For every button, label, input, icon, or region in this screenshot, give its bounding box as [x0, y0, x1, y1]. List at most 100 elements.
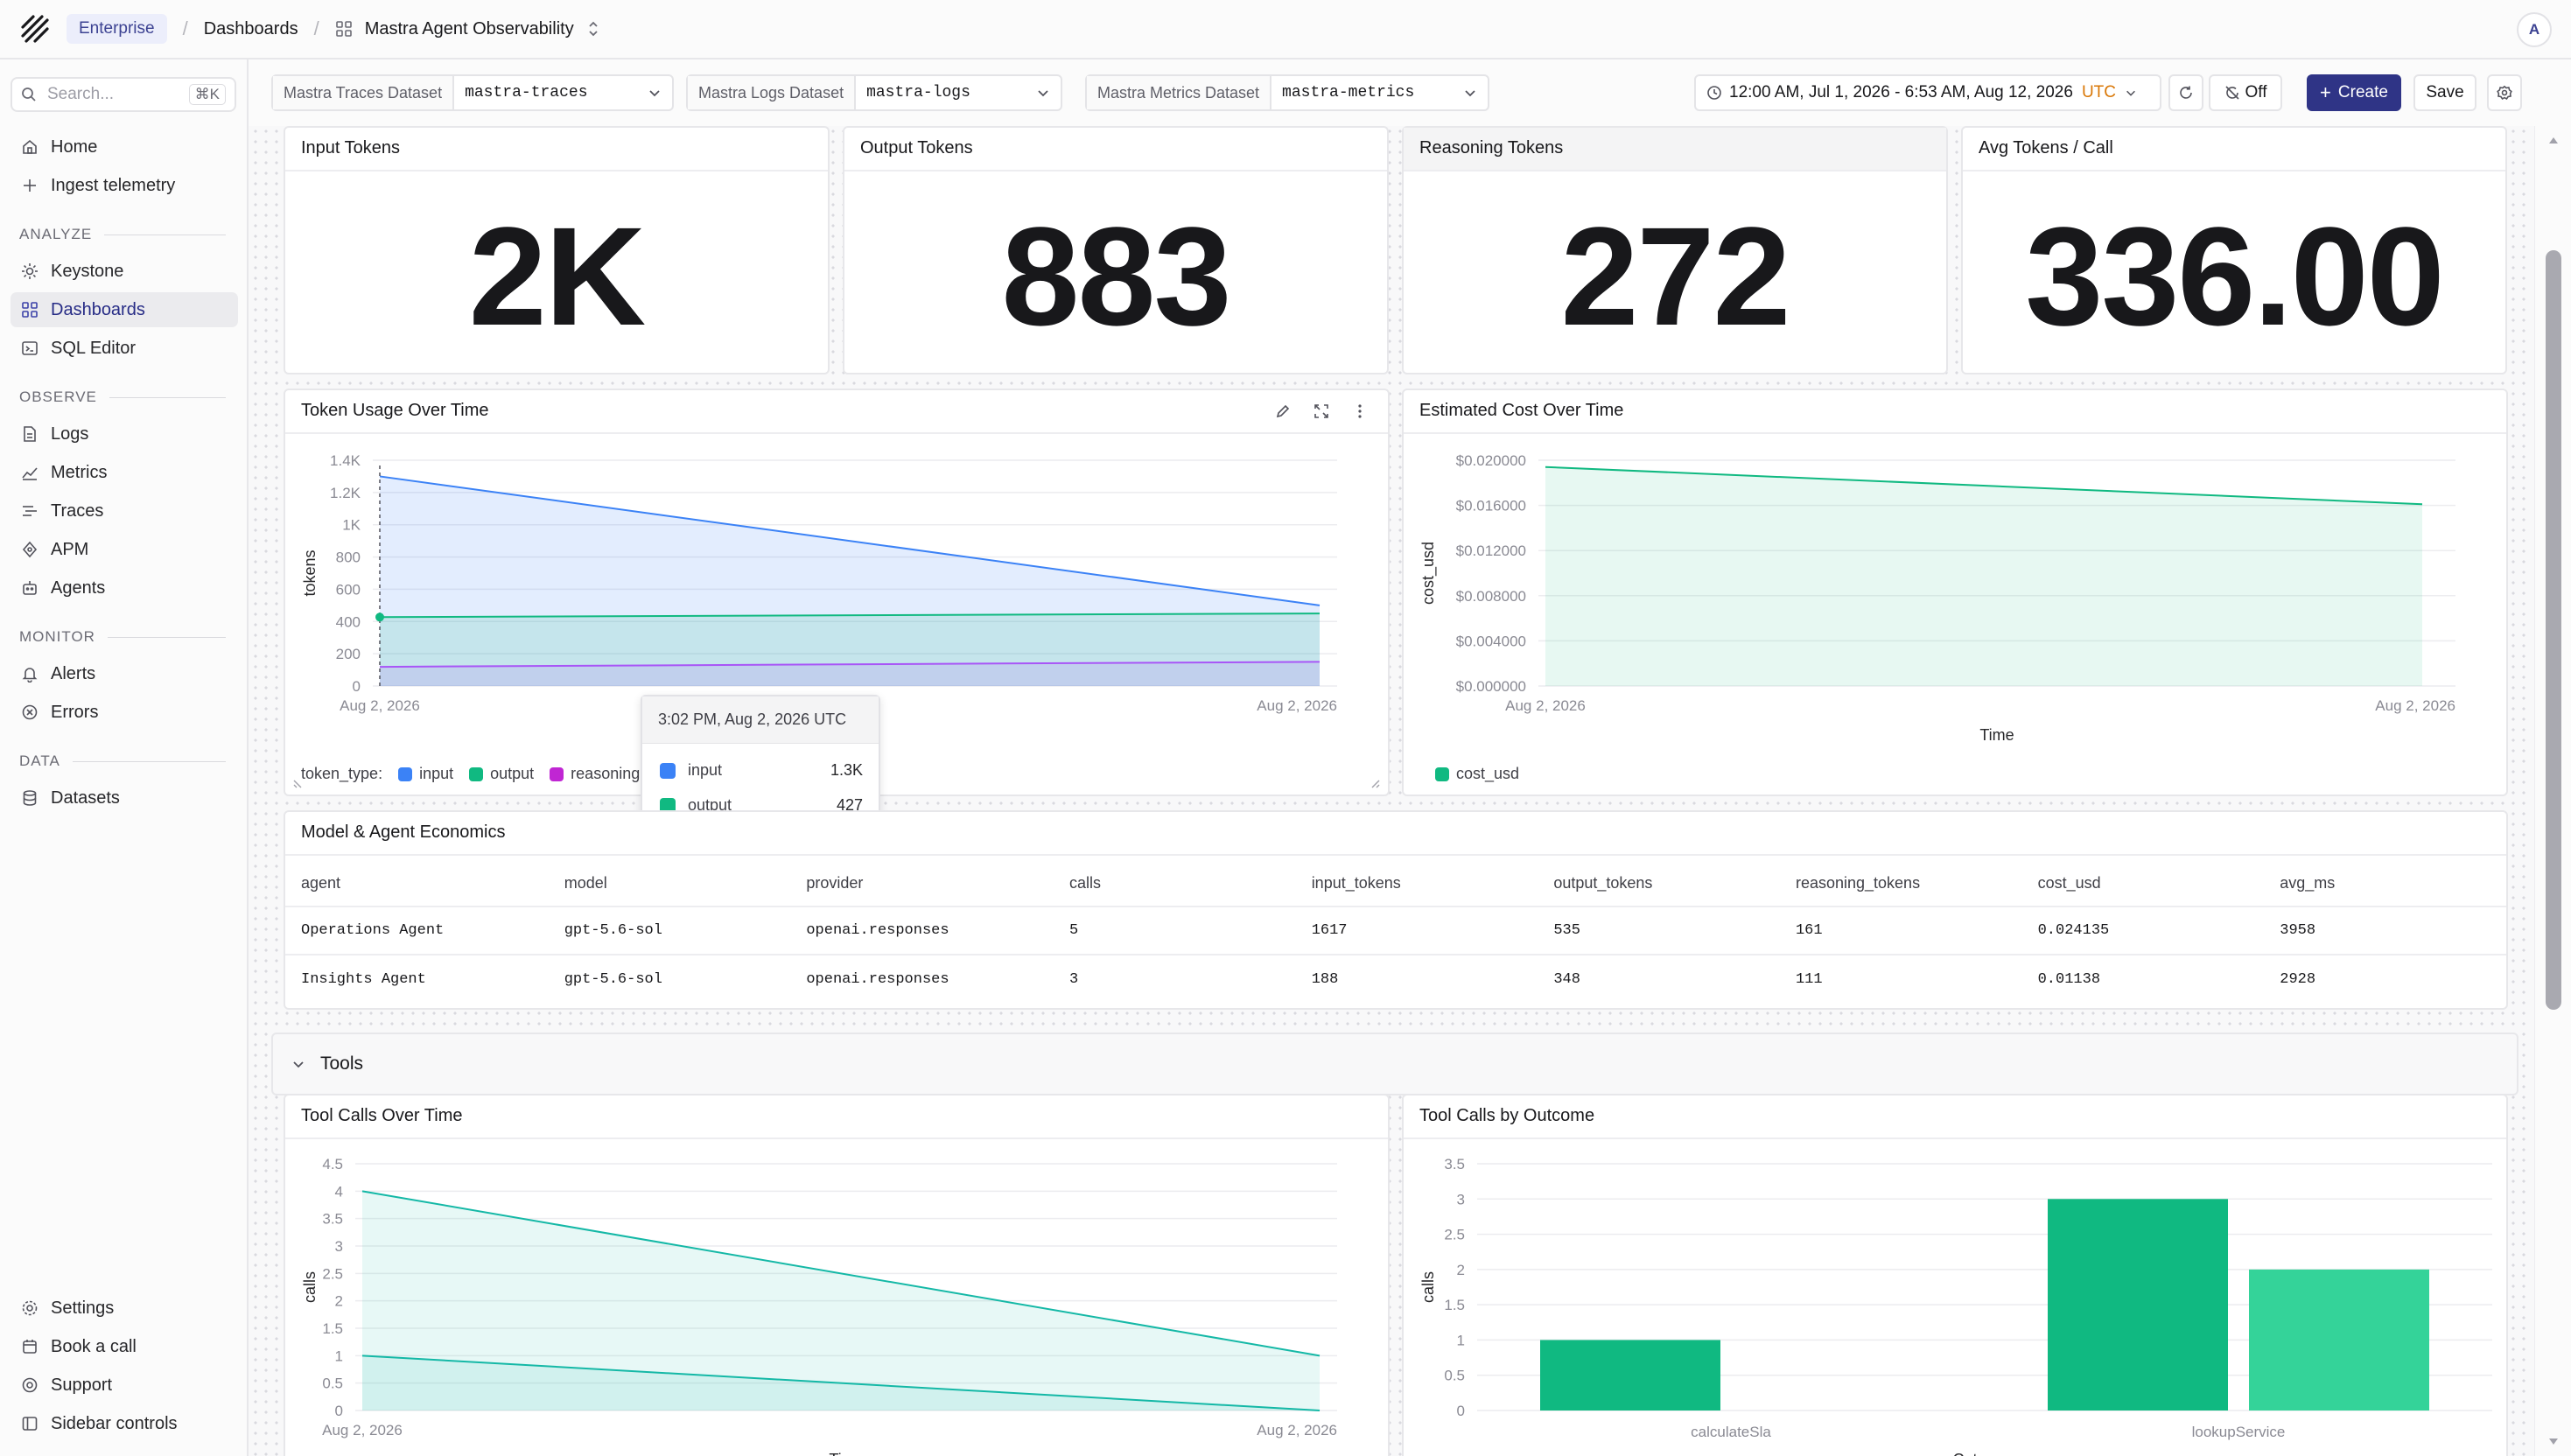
section-data: DATA: [19, 752, 226, 770]
sidebar-item-settings[interactable]: Settings: [11, 1291, 238, 1326]
scroll-down-icon[interactable]: [2546, 1433, 2561, 1449]
column-header-input-tokens[interactable]: input_tokens: [1295, 861, 1538, 907]
y-tick-label: $0.004000: [1456, 633, 1526, 649]
logs-dataset-select[interactable]: Mastra Logs Dataset mastra-logs: [686, 74, 1062, 111]
scrollbar[interactable]: [2534, 126, 2571, 1456]
stat-card-reasoning-tokens[interactable]: Reasoning Tokens 272: [1402, 126, 1948, 374]
sidebar-item-dashboards[interactable]: Dashboards: [11, 292, 238, 327]
legend-item-cost-usd[interactable]: cost_usd: [1456, 765, 1520, 782]
breadcrumb-dashboards[interactable]: Dashboards: [203, 18, 298, 38]
cell-cost-usd: 0.024135: [2021, 906, 2265, 956]
column-header-output-tokens[interactable]: output_tokens: [1538, 861, 1780, 907]
sidebar-item-ingest-telemetry[interactable]: Ingest telemetry: [11, 168, 238, 203]
legend-item-input[interactable]: input: [419, 765, 454, 782]
token-usage-chart-card[interactable]: Token Usage Over Time 0 200 400 600 800 1K 1.2…: [284, 388, 1390, 796]
metrics-dataset-select[interactable]: Mastra Metrics Dataset mastra-metrics: [1085, 74, 1489, 111]
card-header: [285, 1096, 1388, 1139]
scroll-up-icon[interactable]: [2546, 133, 2561, 149]
legend-item-output[interactable]: output: [490, 765, 535, 782]
sidebar-item-keystone[interactable]: Keystone: [11, 254, 238, 289]
column-header-cost-usd[interactable]: cost_usd: [2021, 861, 2265, 907]
sidebar-item-label: Book a call: [51, 1336, 137, 1356]
sidebar-item-traces[interactable]: Traces: [11, 494, 238, 528]
time-range-picker[interactable]: 12:00 AM, Jul 1, 2026 - 6:53 AM, Aug 12,…: [1694, 74, 2161, 111]
column-header-agent[interactable]: agent: [285, 861, 549, 907]
sidebar-item-label: Logs: [51, 424, 89, 444]
tool-outcome-chart[interactable]: 0 0.5 1 1.5 2 2.5 3 3.5 calls Category calculateSl…: [1404, 1139, 2506, 1456]
sidebar-item-book-a-call[interactable]: Book a call: [11, 1329, 238, 1364]
economics-table-card[interactable]: Model & Agent Economics agent model provid…: [284, 810, 2508, 1010]
cell-model: gpt-5.6-sol: [548, 906, 791, 956]
sidebar-item-label: Alerts: [51, 663, 96, 683]
series-line: [361, 1354, 1321, 1411]
auto-refresh-label: Off: [2245, 83, 2267, 102]
sidebar-item-metrics[interactable]: Metrics: [11, 455, 238, 490]
column-header-avg-ms[interactable]: avg_ms: [2264, 861, 2506, 907]
pencil-icon[interactable]: [1274, 402, 1292, 420]
sidebar-item-label: Agents: [51, 578, 106, 598]
tools-section-header[interactable]: Tools: [271, 1032, 2518, 1096]
tools-section-label: Tools: [320, 1054, 364, 1074]
bot-icon: [23, 581, 37, 595]
sidebar-item-sidebar-controls[interactable]: Sidebar controls: [11, 1406, 238, 1441]
column-header-model[interactable]: model: [548, 861, 791, 907]
x-tick-label: Aug 2, 2026: [1257, 1422, 1337, 1438]
column-header-calls[interactable]: calls: [1054, 861, 1296, 907]
mastra-logo-icon[interactable]: [19, 13, 51, 45]
series-line: [361, 1190, 1321, 1357]
tool-calls-by-outcome-card[interactable]: Tool Calls by Outcome 0 0.5 1 1.5 2 2.5 3 3.5 ca…: [1402, 1094, 2508, 1456]
gear-icon: [2497, 85, 2512, 100]
sidebar-item-home[interactable]: Home: [11, 130, 238, 164]
sidebar-item-agents[interactable]: Agents: [11, 570, 238, 606]
search-placeholder: Search...: [47, 85, 115, 103]
clock-icon: [1707, 86, 1721, 100]
expand-icon[interactable]: [1313, 402, 1330, 420]
resize-handle-icon[interactable]: [1367, 775, 1381, 789]
create-button[interactable]: + Create: [2307, 74, 2401, 111]
sidebar-item-logs[interactable]: Logs: [11, 416, 238, 452]
card-title: Token Usage Over Time: [301, 401, 489, 420]
card-title: Input Tokens: [301, 138, 401, 158]
refresh-button[interactable]: [2168, 74, 2203, 111]
x-tick-label: Aug 2, 2026: [1505, 697, 1586, 714]
refresh-off-icon: [2224, 86, 2239, 100]
sidebar-item-sql-editor[interactable]: SQL Editor: [11, 331, 238, 366]
series-line: [379, 612, 1321, 619]
sidebar-item-datasets[interactable]: Datasets: [11, 780, 238, 816]
chevron-up-down-icon[interactable]: [586, 19, 600, 38]
scrollbar-thumb[interactable]: [2546, 250, 2561, 1010]
auto-refresh-toggle[interactable]: Off: [2209, 74, 2282, 111]
grid-icon: [335, 21, 352, 37]
estimated-cost-chart-card[interactable]: Estimated Cost Over Time $0.000000 $0.004…: [1402, 388, 2508, 796]
sidebar-item-errors[interactable]: Errors: [11, 695, 238, 730]
estimated-cost-chart[interactable]: $0.000000 $0.004000 $0.008000 $0.012000 $0.0…: [1404, 434, 2506, 758]
more-vertical-icon[interactable]: [1351, 402, 1369, 420]
resize-handle-icon[interactable]: [292, 775, 306, 789]
legend-item-reasoning[interactable]: reasoning: [571, 765, 641, 782]
stat-card-avg-tokens-per-call[interactable]: Avg Tokens / Call 336.00: [1961, 126, 2507, 374]
plus-icon: +: [2320, 81, 2331, 103]
cell-avg-ms: 3958: [2264, 906, 2506, 956]
y-tick-label: 1.5: [1444, 1297, 1465, 1313]
tool-calls-chart[interactable]: 0 0.5 1 1.5 2 2.5 3 3.5 4 4.5 calls Time Aug 2, 2026…: [285, 1139, 1388, 1456]
column-header-provider[interactable]: provider: [790, 861, 1054, 907]
dashboard-name[interactable]: Mastra Agent Observability: [364, 18, 574, 38]
sidebar-item-apm[interactable]: APM: [11, 532, 238, 567]
table-row[interactable]: Insights Agent gpt-5.6-sol openai.response…: [285, 955, 2506, 1003]
sidebar-item-alerts[interactable]: Alerts: [11, 656, 238, 691]
series-area: [1545, 466, 2422, 686]
traces-dataset-select[interactable]: Mastra Traces Dataset mastra-traces: [271, 74, 674, 111]
dashboard-settings-button[interactable]: [2487, 74, 2522, 111]
y-tick-label: 0: [1457, 1403, 1465, 1419]
section-analyze: ANALYZE: [19, 226, 226, 243]
save-button[interactable]: Save: [2413, 74, 2476, 111]
stat-card-output-tokens[interactable]: Output Tokens 883: [843, 126, 1389, 374]
avatar[interactable]: A: [2517, 12, 2552, 47]
tool-calls-over-time-card[interactable]: Tool Calls Over Time 0 0.5 1 1.5 2 2.5 3 3.5 4 4.…: [284, 1094, 1390, 1456]
column-header-reasoning-tokens[interactable]: reasoning_tokens: [1779, 861, 2022, 907]
sidebar-item-support[interactable]: Support: [11, 1368, 238, 1403]
stat-card-input-tokens[interactable]: Input Tokens 2K: [284, 126, 830, 374]
search-input[interactable]: Search... ⌘K: [11, 77, 236, 112]
table-row[interactable]: Operations Agent gpt-5.6-sol openai.respon…: [285, 906, 2506, 956]
